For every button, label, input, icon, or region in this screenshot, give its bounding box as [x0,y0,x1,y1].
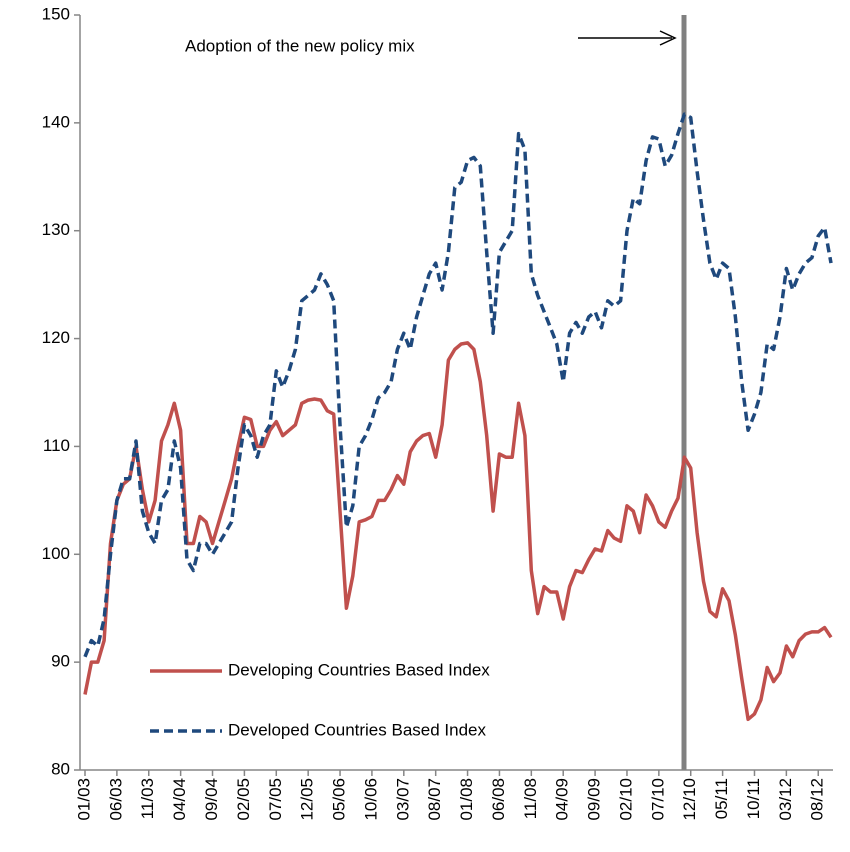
x-tick-label: 07/10 [648,778,667,821]
x-tick-label: 12/05 [298,778,317,821]
x-tick-label: 06/03 [106,778,125,821]
y-tick-label: 140 [42,112,70,131]
y-tick-label: 90 [51,652,70,671]
y-tick-label: 120 [42,328,70,347]
x-tick-label: 07/05 [266,778,285,821]
x-tick-label: 10/11 [744,778,763,819]
x-tick-label: 05/11 [712,778,731,819]
legend-label: Developed Countries Based Index [228,720,486,739]
x-tick-label: 08/07 [425,778,444,821]
annotation: Adoption of the new policy mix [185,36,415,55]
x-tick-label: 03/12 [776,778,795,821]
y-tick-label: 150 [42,4,70,23]
y-tick-label: 80 [51,759,70,778]
x-tick-label: 09/09 [585,778,604,821]
series-line [83,341,833,722]
x-tick-label: 02/10 [616,778,635,821]
x-tick-label: 04/09 [553,778,572,821]
y-tick-label: 110 [43,436,70,455]
x-tick-label: 01/08 [457,778,476,821]
series-line [83,112,833,658]
x-tick-label: 08/12 [808,778,827,821]
x-tick-label: 04/04 [170,778,189,821]
y-tick-label: 100 [42,544,70,563]
arrow-head [659,30,677,46]
x-tick-label: 05/06 [330,778,349,821]
x-tick-label: 02/05 [234,778,253,821]
y-tick-label: 130 [42,220,70,239]
x-tick-label: 11/08 [521,778,540,819]
x-tick-label: 12/10 [680,778,699,821]
x-tick-label: 06/08 [489,778,508,821]
legend-label: Developing Countries Based Index [228,660,490,679]
x-tick-label: 10/06 [361,778,380,821]
x-tick-label: 01/03 [74,778,93,821]
x-tick-label: 09/04 [202,778,221,821]
x-tick-label: 11/03 [138,778,157,819]
x-tick-label: 03/07 [393,778,412,821]
